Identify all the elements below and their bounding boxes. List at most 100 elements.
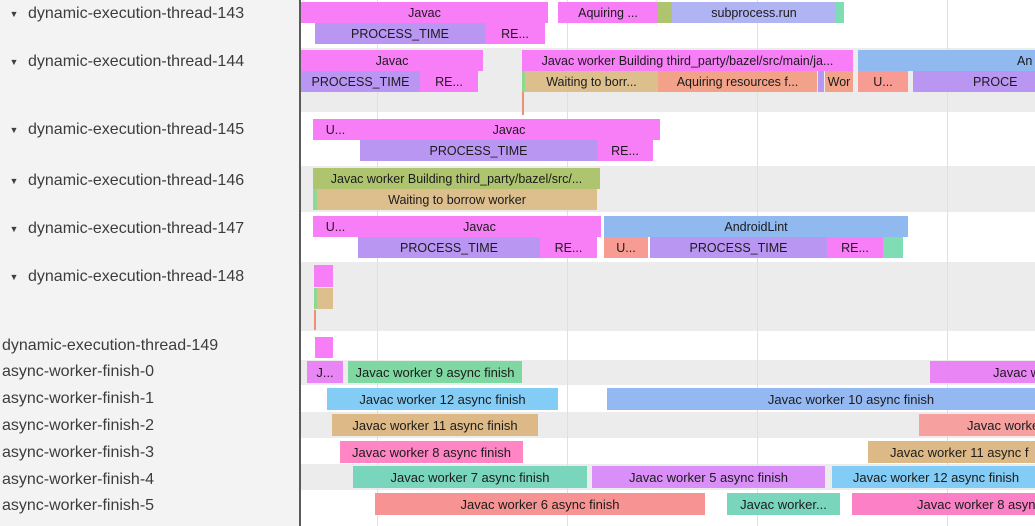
thread-row-dynamic-execution-thread-144[interactable]: ▼ dynamic-execution-thread-144: [0, 52, 299, 72]
collapse-triangle-icon[interactable]: ▼: [9, 224, 19, 234]
thread-row-dynamic-execution-thread-149[interactable]: dynamic-execution-thread-149: [0, 336, 299, 356]
trace-slice-label: RE...: [611, 143, 639, 158]
trace-slice-label: PROCESS_TIME: [429, 143, 528, 158]
instant-event-tick[interactable]: [522, 92, 524, 115]
thread-row-async-worker-finish-3[interactable]: async-worker-finish-3: [0, 443, 299, 463]
thread-row-label: dynamic-execution-thread-147: [28, 220, 245, 237]
trace-slice[interactable]: U...: [313, 119, 358, 140]
thread-row-async-worker-finish-0[interactable]: async-worker-finish-0: [0, 362, 299, 382]
trace-slice[interactable]: Javac: [301, 2, 548, 23]
collapse-triangle-icon[interactable]: ▼: [9, 272, 19, 282]
trace-slice-label: Javac worker Building third_party/bazel/…: [541, 53, 834, 68]
trace-slice[interactable]: PROCESS_TIME: [315, 23, 485, 44]
trace-slice-label: Wor: [827, 74, 851, 89]
trace-slice-small[interactable]: [522, 71, 525, 92]
trace-slice-label: Javac worker...: [740, 496, 827, 512]
trace-slice-small[interactable]: [315, 337, 333, 358]
trace-slice[interactable]: PROCESS_TIME: [358, 237, 540, 258]
trace-slice-small[interactable]: [314, 288, 317, 309]
trace-slice-small[interactable]: [314, 265, 333, 287]
trace-slice[interactable]: J...: [307, 361, 343, 383]
trace-slice[interactable]: An: [858, 50, 1035, 71]
thread-row-async-worker-finish-4[interactable]: async-worker-finish-4: [0, 470, 299, 490]
trace-slice-label: U...: [325, 122, 346, 137]
trace-slice[interactable]: Javac w: [930, 361, 1035, 383]
trace-slice[interactable]: Javac worker 12 async finish: [832, 466, 1035, 488]
trace-slice-label: Aquiring ...: [578, 5, 638, 20]
trace-slice[interactable]: RE...: [420, 71, 478, 92]
time-gridline: [567, 0, 568, 526]
thread-row-async-worker-finish-5[interactable]: async-worker-finish-5: [0, 496, 299, 516]
trace-slice[interactable]: PROCESS_TIME: [301, 71, 420, 92]
trace-slice-label: Javac: [408, 5, 441, 20]
trace-slice-small[interactable]: [883, 237, 903, 258]
trace-slice-label: Waiting to borr...: [546, 74, 637, 89]
collapse-triangle-icon[interactable]: ▼: [9, 125, 19, 135]
trace-slice[interactable]: RE...: [485, 23, 545, 44]
trace-slice[interactable]: Javac worker 8 asyn: [852, 493, 1035, 515]
trace-slice[interactable]: U...: [604, 237, 648, 258]
trace-slice[interactable]: Waiting to borrow worker: [317, 189, 597, 210]
trace-slice[interactable]: Javac worker 12 async finish: [327, 388, 558, 410]
trace-slice[interactable]: PROCESS_TIME: [360, 140, 597, 161]
trace-slice[interactable]: RE...: [597, 140, 653, 161]
collapse-triangle-icon[interactable]: ▼: [9, 9, 19, 19]
trace-slice-small[interactable]: [836, 2, 844, 23]
trace-slice-label: U...: [873, 74, 893, 89]
trace-slice[interactable]: Javac worker Building third_party/bazel/…: [313, 168, 600, 189]
trace-slice-label: J...: [316, 364, 334, 380]
thread-row-dynamic-execution-thread-148[interactable]: ▼ dynamic-execution-thread-148: [0, 267, 299, 287]
instant-event-tick[interactable]: [314, 310, 316, 330]
thread-row-dynamic-execution-thread-143[interactable]: ▼ dynamic-execution-thread-143: [0, 4, 299, 24]
trace-slice[interactable]: Javac worker 11 async finish: [332, 414, 538, 436]
trace-slice-label: PROCESS_TIME: [351, 26, 449, 41]
thread-row-dynamic-execution-thread-145[interactable]: ▼ dynamic-execution-thread-145: [0, 120, 299, 140]
trace-slice[interactable]: Javac worker 8 async finish: [340, 441, 523, 463]
trace-slice[interactable]: Javac worker...: [727, 493, 840, 515]
trace-slice[interactable]: Javac worker Building third_party/bazel/…: [522, 50, 853, 71]
thread-row-label: async-worker-finish-5: [2, 497, 155, 514]
trace-slice[interactable]: Javac worker 6 async finish: [375, 493, 705, 515]
trace-slice[interactable]: Javac: [301, 50, 483, 71]
track-background-stripe: [301, 262, 1035, 331]
trace-slice[interactable]: subprocess.run: [672, 2, 836, 23]
collapse-triangle-icon[interactable]: ▼: [9, 57, 19, 67]
trace-slice-small[interactable]: [818, 71, 824, 92]
trace-slice-label: Javac: [492, 122, 526, 137]
trace-slice[interactable]: Javac worker 7 async finish: [353, 466, 587, 488]
trace-slice[interactable]: Aquiring ...: [558, 2, 658, 23]
trace-slice[interactable]: Javac worke: [919, 414, 1035, 436]
trace-slice[interactable]: U...: [858, 71, 908, 92]
trace-slice[interactable]: Aquiring resources f...: [658, 71, 817, 92]
thread-row-label: dynamic-execution-thread-143: [28, 5, 245, 22]
trace-slice[interactable]: Javac: [358, 119, 660, 140]
trace-slice[interactable]: AndroidLint: [604, 216, 908, 237]
trace-slice[interactable]: RE...: [827, 237, 883, 258]
trace-slice-label: Javac: [463, 219, 496, 234]
thread-row-async-worker-finish-1[interactable]: async-worker-finish-1: [0, 389, 299, 409]
trace-slice-label: PROCESS_TIME: [400, 240, 498, 255]
trace-slice-small[interactable]: [317, 288, 333, 309]
trace-slice[interactable]: PROCE: [913, 71, 1035, 92]
thread-row-label: dynamic-execution-thread-148: [28, 268, 245, 285]
trace-slice[interactable]: Waiting to borr...: [525, 71, 658, 92]
trace-slice[interactable]: Javac worker 11 async f: [868, 441, 1035, 463]
trace-slice-label: Javac worker 8 asyn: [917, 496, 1035, 512]
trace-slice[interactable]: RE...: [540, 237, 597, 258]
collapse-triangle-icon[interactable]: ▼: [9, 176, 19, 186]
timeline-track-area[interactable]: Javac Aquiring ... subprocess.run PROCESS_T…: [301, 0, 1035, 526]
thread-row-dynamic-execution-thread-147[interactable]: ▼ dynamic-execution-thread-147: [0, 219, 299, 239]
trace-slice-small[interactable]: [658, 2, 672, 23]
trace-slice-label: Javac worker 5 async finish: [629, 469, 788, 485]
trace-slice[interactable]: Javac worker 10 async finish: [607, 388, 1035, 410]
trace-slice[interactable]: Javac: [358, 216, 601, 237]
trace-slice-label: Javac worker 7 async finish: [390, 469, 550, 485]
trace-slice[interactable]: Javac worker 5 async finish: [592, 466, 825, 488]
trace-slice[interactable]: Wor: [825, 71, 853, 92]
trace-slice[interactable]: Javac worker 9 async finish: [348, 361, 522, 383]
trace-slice-small[interactable]: [313, 189, 317, 210]
trace-slice[interactable]: U...: [313, 216, 358, 237]
thread-row-dynamic-execution-thread-146[interactable]: ▼ dynamic-execution-thread-146: [0, 171, 299, 191]
trace-slice[interactable]: PROCESS_TIME: [650, 237, 827, 258]
thread-row-async-worker-finish-2[interactable]: async-worker-finish-2: [0, 416, 299, 436]
